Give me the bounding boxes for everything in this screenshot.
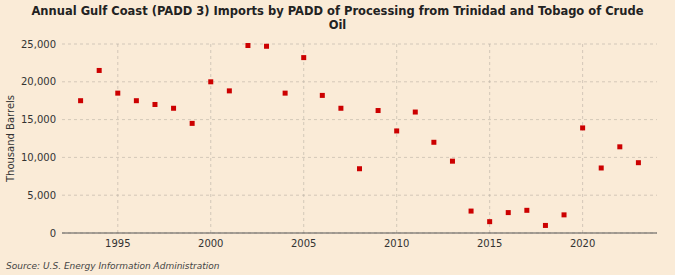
grid-line-x [396,44,397,233]
point [283,91,288,96]
x-tick-label: 2015 [477,238,502,249]
grid-line-x [117,44,118,233]
grid-line-y [62,157,657,158]
point [134,98,139,103]
point [599,165,604,170]
grid-line-y [62,195,657,196]
y-tick-label: 0 [50,228,56,239]
y-tick-label: 5,000 [27,190,56,201]
grid-line-y [62,119,657,120]
point [301,55,306,60]
point [524,208,529,213]
point [394,128,399,133]
point [450,159,455,164]
point [469,209,474,214]
point [376,108,381,113]
grid-line-y [62,233,657,234]
x-tick-label: 2010 [384,238,409,249]
point [264,44,269,49]
point [338,106,343,111]
y-tick-label: 15,000 [21,114,56,125]
x-tick-label: 2005 [291,238,316,249]
grid-line-y [62,81,657,82]
x-tick-label: 1995 [105,238,130,249]
title-line: Annual Gulf Coast (PADD 3) Imports by PA… [31,4,643,18]
point [190,121,195,126]
grid-line-x [210,44,211,233]
point [171,106,176,111]
point [543,223,548,228]
y-tick-label: 10,000 [21,152,56,163]
point [245,43,250,48]
point [115,91,120,96]
grid-line-x [303,44,304,233]
y-axis-label: Thousand Barrels [5,95,16,183]
point [487,219,492,224]
point [562,212,567,217]
grid-line-y [62,44,657,45]
point [413,110,418,115]
x-tick-label: 2020 [570,238,595,249]
grid [62,44,657,233]
y-tick-label: 25,000 [21,39,56,50]
point [227,88,232,93]
grid-line-x [582,44,583,233]
point [208,79,213,84]
point [152,102,157,107]
source-note: Source: U.S. Energy Information Administ… [6,261,220,271]
point [506,210,511,215]
point [617,144,622,149]
x-tick-label: 2000 [198,238,223,249]
chart: 0 5,000 10,000 15,000 20,000 25,000 1995 2000 20… [0,0,675,275]
title: Annual Gulf Coast (PADD 3) Imports by PA… [31,4,643,32]
point [97,68,102,73]
background [0,0,675,275]
grid-line-x [489,44,490,233]
points [78,43,641,228]
point [580,125,585,130]
point [357,166,362,171]
point [431,140,436,145]
point [78,98,83,103]
point [636,160,641,165]
x-axis-line [62,233,657,234]
y-tick-label: 20,000 [21,76,56,87]
point [320,93,325,98]
title-line: Oil [329,18,347,32]
